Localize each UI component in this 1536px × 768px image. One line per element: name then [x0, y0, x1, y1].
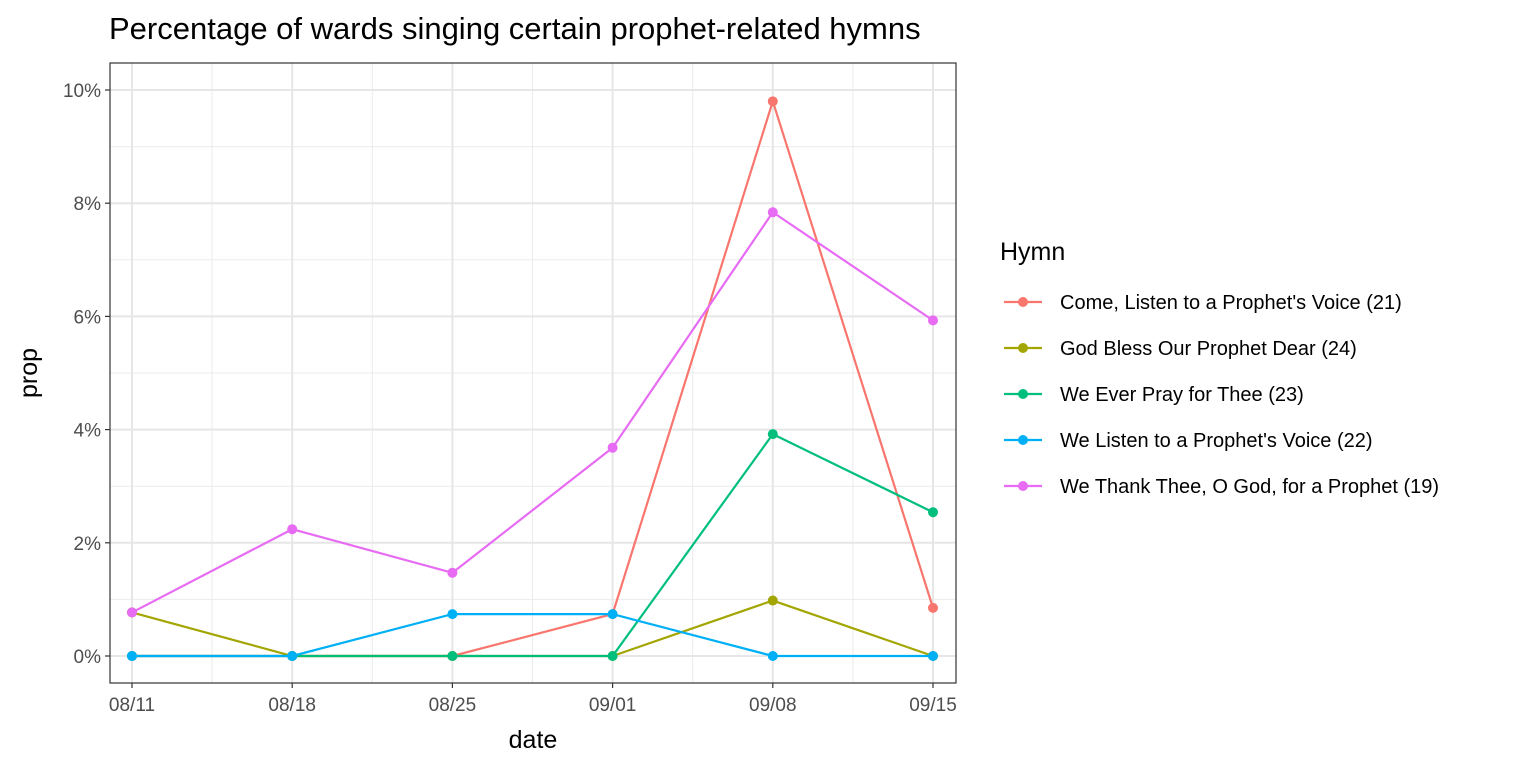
data-point [767, 429, 778, 440]
data-point [287, 524, 298, 535]
x-tick-label: 09/15 [909, 695, 957, 716]
data-point [607, 442, 618, 453]
data-point [447, 651, 458, 661]
y-tick-label: 4% [74, 421, 102, 442]
data-point [447, 609, 458, 620]
plot-area [109, 62, 957, 684]
y-tick-label: 10% [63, 81, 101, 102]
legend-item: Come, Listen to a Prophet's Voice (21) [1004, 292, 1402, 314]
x-tick-label: 09/01 [589, 695, 637, 716]
grid-minor [110, 63, 956, 683]
data-point [607, 609, 618, 620]
legend-items: Come, Listen to a Prophet's Voice (21) Go… [1004, 292, 1439, 498]
legend-label: God Bless Our Prophet Dear (24) [1060, 338, 1357, 360]
x-axis: 08/11 08/18 08/25 09/01 09/08 09/15 [109, 683, 957, 716]
x-axis-title: date [509, 726, 558, 754]
legend-item: We Ever Pray for Thee (23) [1004, 384, 1304, 406]
legend: Hymn Come, Listen to a Prophet's Voice (… [1000, 238, 1439, 498]
data-point [607, 651, 618, 661]
legend-label: We Listen to a Prophet's Voice (22) [1060, 430, 1373, 452]
data-point [287, 651, 298, 661]
data-point [767, 595, 778, 606]
legend-label: We Thank Thee, O God, for a Prophet (19) [1060, 476, 1439, 498]
x-tick-label: 08/25 [429, 695, 477, 716]
legend-key-point [1018, 389, 1028, 399]
series-line [132, 613, 933, 658]
y-axis-title: prop [15, 348, 43, 398]
data-point [928, 651, 938, 661]
legend-key-point [1018, 297, 1028, 307]
data-point [447, 567, 458, 578]
x-tick-label: 09/08 [749, 695, 797, 716]
series-group [127, 609, 938, 661]
data-point [928, 602, 938, 613]
legend-key-point [1018, 343, 1028, 353]
y-tick-label: 6% [74, 307, 102, 328]
y-tick-label: 0% [74, 647, 102, 668]
legend-item: God Bless Our Prophet Dear (24) [1004, 338, 1357, 360]
data-point [767, 96, 778, 107]
legend-label: Come, Listen to a Prophet's Voice (21) [1060, 292, 1402, 314]
plot-border [109, 62, 957, 684]
x-tick-label: 08/11 [109, 695, 155, 716]
series-line [131, 210, 934, 614]
legend-key-point [1018, 435, 1028, 445]
y-tick-label: 8% [74, 194, 102, 215]
y-tick-label: 2% [74, 534, 102, 555]
data-point [127, 607, 137, 618]
data-point [767, 651, 778, 661]
legend-title: Hymn [1000, 238, 1065, 266]
series-group [127, 207, 938, 618]
data-point [928, 507, 938, 518]
x-tick-label: 08/18 [268, 695, 316, 716]
chart-title: Percentage of wards singing certain prop… [109, 11, 921, 46]
legend-item: We Thank Thee, O God, for a Prophet (19) [1004, 476, 1439, 498]
data-point [127, 651, 137, 661]
series-layer [127, 96, 938, 661]
data-point [928, 315, 938, 326]
legend-key-point [1018, 481, 1028, 491]
data-point [767, 207, 778, 218]
legend-item: We Listen to a Prophet's Voice (22) [1004, 430, 1373, 452]
y-axis: 0% 2% 4% 6% 8% 10% [63, 81, 110, 668]
legend-label: We Ever Pray for Thee (23) [1060, 384, 1304, 406]
